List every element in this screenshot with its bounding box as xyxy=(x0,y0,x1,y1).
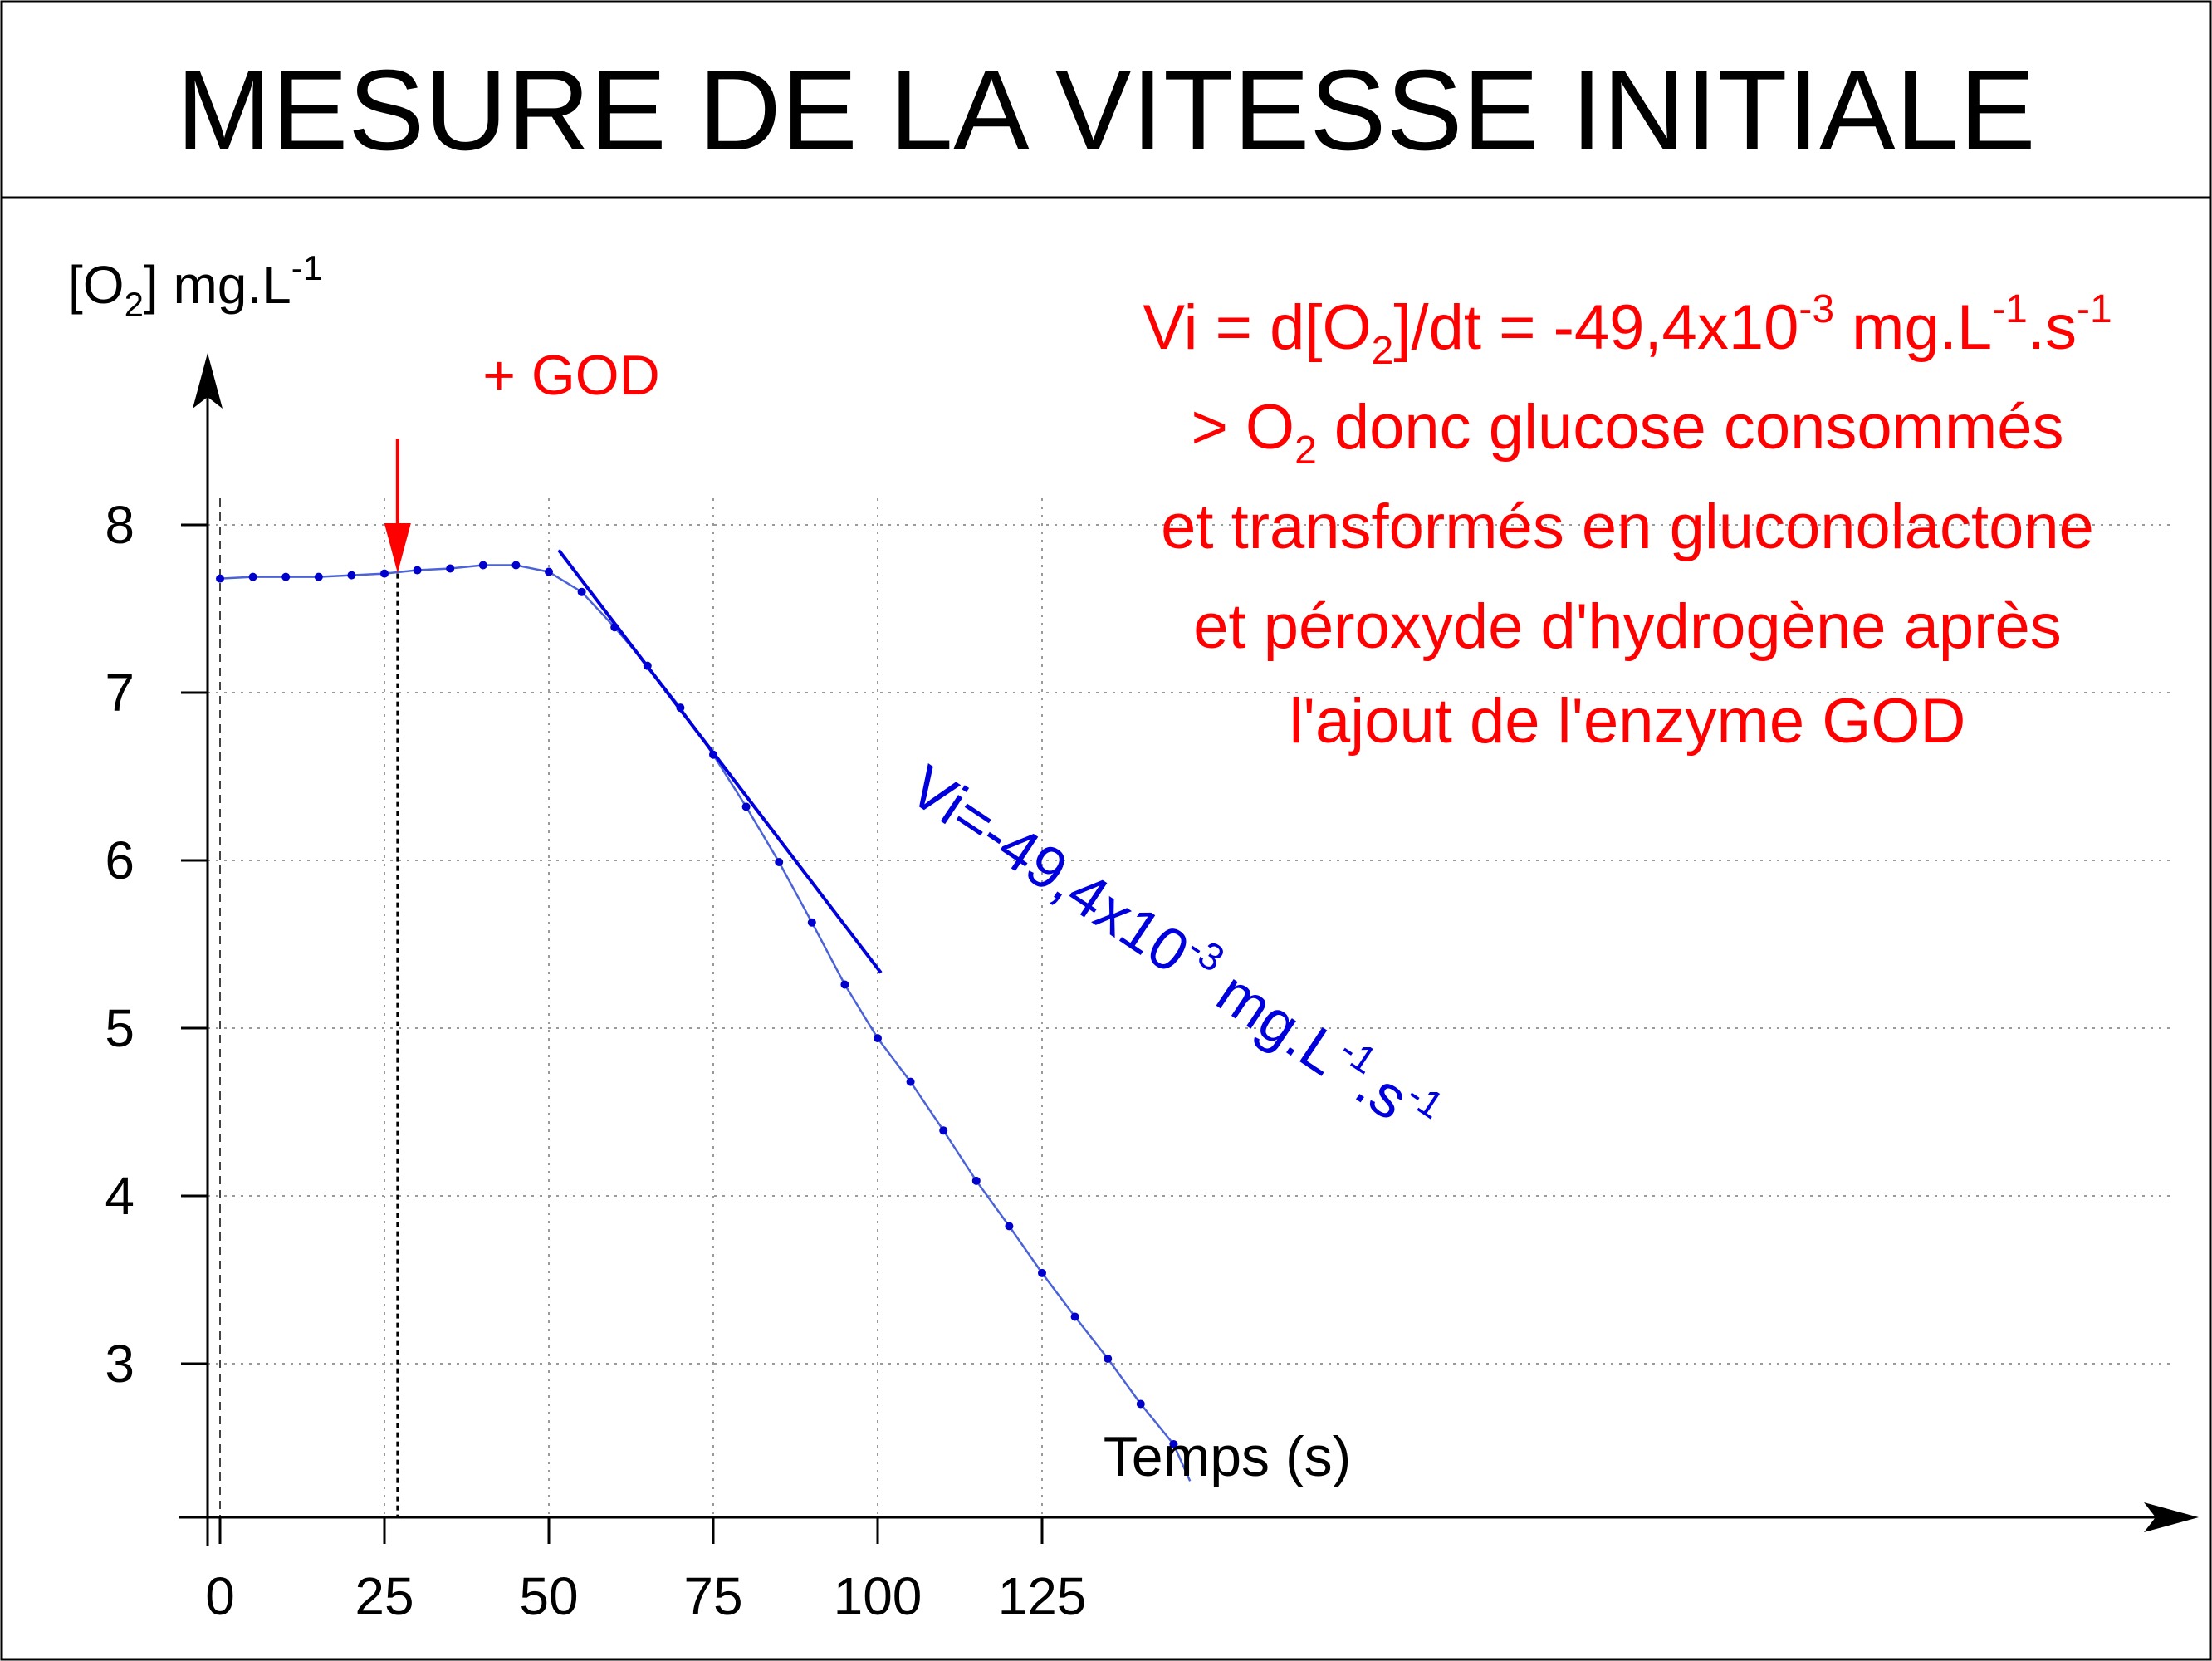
data-point xyxy=(840,980,849,989)
data-point xyxy=(906,1077,915,1086)
data-point xyxy=(446,564,455,573)
data-point xyxy=(380,569,389,578)
data-point xyxy=(314,572,323,581)
data-point xyxy=(1070,1312,1079,1321)
formula-line-4: et péroxyde d'hydrogène après xyxy=(1193,591,2061,662)
formula-annotation: Vi = d[O2]/dt = -49,4x10-3 mg.L-1.s-1 > … xyxy=(1143,287,2112,757)
x-tick-label: 0 xyxy=(205,1566,235,1626)
page-title: MESURE DE LA VITESSE INITIALE xyxy=(176,47,2035,174)
data-point xyxy=(1104,1354,1113,1363)
data-point xyxy=(807,918,816,927)
data-point xyxy=(577,587,586,596)
data-point xyxy=(216,574,224,583)
data-point xyxy=(248,572,257,581)
data-point xyxy=(874,1034,882,1043)
god-annotation-label: + GOD xyxy=(482,344,660,407)
x-tick-label: 50 xyxy=(519,1566,578,1626)
x-tick-label: 100 xyxy=(834,1566,922,1626)
y-tick-label: 7 xyxy=(105,663,135,723)
tangent-line xyxy=(557,549,883,974)
formula-line-3: et transformés en gluconolactone xyxy=(1161,492,2094,562)
god-arrow-head xyxy=(384,523,411,573)
y-tick-label: 4 xyxy=(105,1166,135,1226)
data-point xyxy=(511,561,521,570)
formula-line-2: > O2 donc glucose consommés xyxy=(1191,392,2063,473)
y-axis-arrow xyxy=(193,353,223,409)
formula-line-1: Vi = d[O2]/dt = -49,4x10-3 mg.L-1.s-1 xyxy=(1143,287,2112,373)
y-tick-label: 6 xyxy=(105,830,135,890)
data-point xyxy=(1169,1439,1178,1448)
x-tick-label: 125 xyxy=(998,1566,1087,1626)
x-axis-arrow xyxy=(2144,1502,2199,1532)
god-arrow xyxy=(384,439,411,573)
data-point xyxy=(971,1176,981,1185)
x-tick-label: 75 xyxy=(683,1566,742,1626)
data-point xyxy=(939,1126,948,1135)
data-point xyxy=(1136,1399,1145,1409)
data-point xyxy=(281,572,291,581)
x-axis-label: Temps (s) xyxy=(1104,1425,1351,1488)
axes xyxy=(179,353,2199,1546)
series xyxy=(216,549,1192,1482)
data-point xyxy=(775,858,784,867)
data-point xyxy=(741,802,751,811)
data-point xyxy=(1038,1268,1046,1277)
data-point xyxy=(413,566,422,575)
formula-line-5: l'ajout de l'enzyme GOD xyxy=(1290,686,1966,757)
y-tick-label: 5 xyxy=(105,998,135,1058)
data-point xyxy=(545,567,553,576)
grid xyxy=(208,498,2175,1542)
y-axis-label: [O2] mg.L-1 xyxy=(68,248,322,324)
data-point xyxy=(347,571,356,580)
data-point xyxy=(1005,1222,1014,1231)
y-tick-label: 3 xyxy=(105,1334,135,1394)
axis-ticks: 3 4 5 6 7 8 0 25 50 75 100 125 xyxy=(105,495,1086,1626)
y-tick-label: 8 xyxy=(105,495,135,555)
data-point xyxy=(478,561,487,570)
x-tick-label: 25 xyxy=(355,1566,414,1626)
